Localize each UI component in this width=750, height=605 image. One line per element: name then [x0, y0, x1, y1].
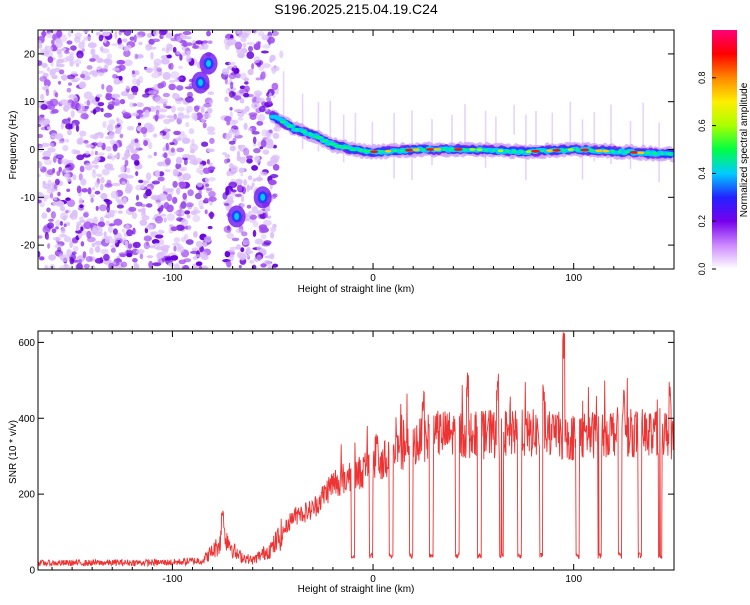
spectrogram-y-tick-label: -10	[21, 193, 36, 204]
snr-y-tick-label: 200	[18, 490, 35, 501]
spectrogram-x-tick-label: 0	[370, 273, 376, 284]
spectrogram-y-tick-label: -20	[21, 241, 36, 252]
spectrogram-y-axis-label: Frequency (Hz)	[8, 111, 19, 180]
snr-x-axis-label: Height of straight line (km)	[298, 584, 415, 595]
snr-plot-area	[38, 332, 674, 568]
colorbar-label: Normalized spectral amplitude	[739, 82, 750, 217]
colorbar-tick-label: 0.2	[697, 215, 707, 228]
snr-frame	[37, 330, 675, 571]
figure-title: S196.2025.215.04.19.C24	[274, 1, 438, 17]
colorbar: 0.0 0.2 0.4 0.6 0.8 Normalized spectral ampl…	[697, 30, 750, 275]
colorbar-tick-label: 0.6	[697, 119, 707, 132]
snr-y-tick-label: 600	[18, 338, 35, 349]
spectrogram-x-axis-label: Height of straight line (km)	[298, 284, 415, 295]
colorbar-tick-label: 0.8	[697, 72, 707, 85]
colorbar-tick-label: 0.4	[697, 167, 707, 180]
spectrogram-x-tick-label: 100	[565, 273, 582, 284]
spectrogram-noise	[38, 30, 284, 269]
colorbar-tick-label: 0.0	[697, 263, 707, 276]
colorbar-gradient	[712, 30, 737, 269]
snr-y-tick-label: 400	[18, 414, 35, 425]
snr-x-tick-label: 0	[370, 574, 376, 585]
spectrogram-y-tick-label: 10	[24, 97, 36, 108]
snr-y-tick-label: 0	[29, 566, 35, 577]
spectrogram-y-tick-label: 20	[24, 49, 36, 60]
snr-x-tick-label: 100	[565, 574, 582, 585]
spectrogram-y-tick-label: 0	[29, 145, 35, 156]
snr-x-tick-label: -100	[162, 574, 182, 585]
snr-y-axis-label: SNR (10 * v/v)	[8, 420, 19, 484]
spectrogram-plot-area	[38, 30, 674, 269]
snr-series-line	[38, 332, 674, 568]
colorbar-ticks: 0.0 0.2 0.4 0.6 0.8	[697, 72, 716, 276]
spectrogram-x-tick-label: -100	[162, 273, 182, 284]
snr-axes: -100 0 100 0 200 400 600	[18, 331, 675, 585]
snr-panel: -100 0 100 0 200 400 600 Height of straight li…	[8, 330, 675, 595]
spectrogram-ridge	[269, 109, 674, 163]
